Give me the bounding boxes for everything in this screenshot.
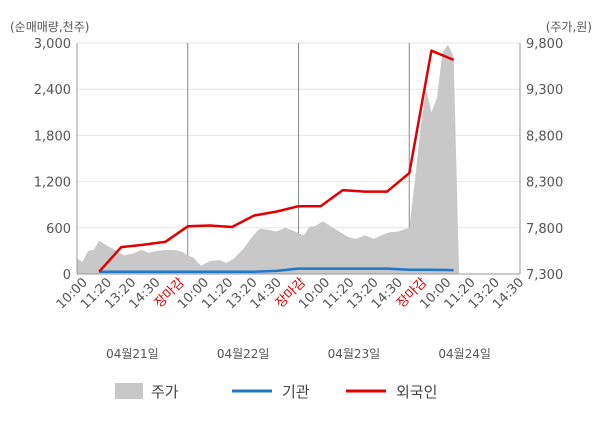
price-area-layer [77,44,460,274]
legend-label: 주가 [151,383,179,401]
day-label: 04월21일 [106,347,159,361]
right-tick-label: 8,800 [526,129,563,144]
legend-label: 외국인 [396,383,437,401]
grid [77,42,520,275]
left-tick-label: 600 [46,222,71,237]
series-institution-line [99,267,454,273]
day-label: 04월23일 [328,347,381,361]
left-tick-label: 2,400 [34,83,71,98]
left-tick-label: 1,800 [34,129,71,144]
x-axis-ticks: 10:0011:2013:2014:30장마감10:0011:2013:2014… [54,275,527,312]
day-label: 04월22일 [217,347,270,361]
series-foreign-line [98,49,455,273]
left-axis-ticks: 0 600 1,200 1,800 2,400 3,000 [34,37,71,283]
legend: 주가 기관 외국인 [115,383,437,401]
left-axis-unit: (순매매량,천주) [10,19,89,34]
plot-frame [76,43,521,275]
left-tick-label: 1,200 [34,176,71,191]
series-price-area [77,44,460,274]
day-label: 04월24일 [438,347,491,361]
right-tick-label: 7,800 [526,222,563,237]
legend-label: 기관 [282,383,310,401]
right-tick-label: 8,300 [526,176,563,191]
right-tick-label: 9,300 [526,83,563,98]
right-tick-label: 9,800 [526,37,563,52]
right-tick-label: 7,300 [526,268,563,283]
left-tick-label: 0 [63,268,71,283]
day-labels: 04월21일 04월22일 04월23일 04월24일 [106,347,491,361]
right-axis-unit: (주가,원) [546,20,592,34]
right-axis-ticks: 7,300 7,800 8,300 8,800 9,300 9,800 [526,37,563,283]
lines-layer [98,49,455,273]
left-tick-label: 3,000 [34,37,71,52]
legend-swatch-price [115,383,143,399]
